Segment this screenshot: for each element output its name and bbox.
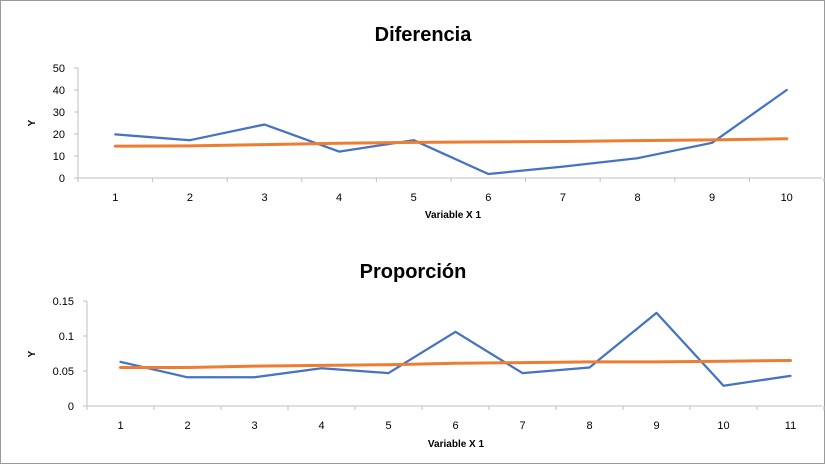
x-tick-label: 6 — [485, 192, 491, 204]
x-tick-label: 3 — [251, 420, 257, 432]
y-tick-label: 0.05 — [53, 366, 74, 378]
x-tick-label: 7 — [519, 420, 525, 432]
x-tick-label: 9 — [653, 420, 659, 432]
x-tick-label: 11 — [785, 420, 796, 432]
y-tick-label: 30 — [53, 107, 65, 119]
series-line-blue — [114, 88, 788, 176]
x-tick-label: 10 — [717, 420, 729, 432]
x-tick-label: 8 — [634, 192, 640, 204]
x-tick-label: 2 — [187, 192, 193, 204]
y-tick-label: 40 — [53, 85, 65, 97]
y-tick-label: 0 — [68, 401, 74, 413]
chart-panel-diferencia: Diferencia Y Variable X 1 0 10 20 30 40 50 1 2 3… — [0, 0, 825, 242]
y-tick-label: 10 — [53, 151, 65, 163]
series-line-orange — [113, 137, 789, 148]
x-tick-label: 7 — [560, 192, 566, 204]
x-tick-label: 4 — [318, 420, 324, 432]
y-tick-label: 0 — [59, 173, 65, 185]
y-axis-title: Y — [27, 119, 38, 126]
x-tick-label: 6 — [452, 420, 458, 432]
x-tick-label: 1 — [112, 192, 118, 204]
x-tick-label: 2 — [184, 420, 190, 432]
x-tick-label: 3 — [261, 192, 267, 204]
x-tick-label: 9 — [709, 192, 715, 204]
x-tick-label: 4 — [336, 192, 342, 204]
proporcion-chart-svg: Proporción Y Variable X 1 0 0.05 0.1 0.15 1 2… — [27, 261, 825, 450]
y-tick-label: 50 — [53, 63, 65, 75]
x-axis-title: Variable X 1 — [425, 210, 482, 221]
chart-panel-proporcion: Proporción Y Variable X 1 0 0.05 0.1 0.15 1 2… — [0, 241, 825, 464]
diferencia-chart-svg: Diferencia Y Variable X 1 0 10 20 30 40 50 1 2 3… — [27, 24, 825, 221]
series-line-blue — [119, 311, 792, 387]
chart-title: Proporción — [360, 261, 467, 283]
series-line-orange — [119, 359, 792, 369]
y-tick-label: 0.1 — [59, 331, 74, 343]
x-tick-label: 1 — [117, 420, 123, 432]
x-axis-title: Variable X 1 — [428, 439, 485, 450]
x-tick-label: 5 — [385, 420, 391, 432]
y-tick-label: 20 — [53, 129, 65, 141]
chart-title: Diferencia — [375, 24, 473, 46]
x-tick-label: 8 — [586, 420, 592, 432]
x-tick-label: 5 — [411, 192, 417, 204]
x-tick-label: 10 — [781, 192, 793, 204]
y-tick-label: 0.15 — [53, 296, 74, 308]
y-axis-title: Y — [27, 350, 38, 357]
